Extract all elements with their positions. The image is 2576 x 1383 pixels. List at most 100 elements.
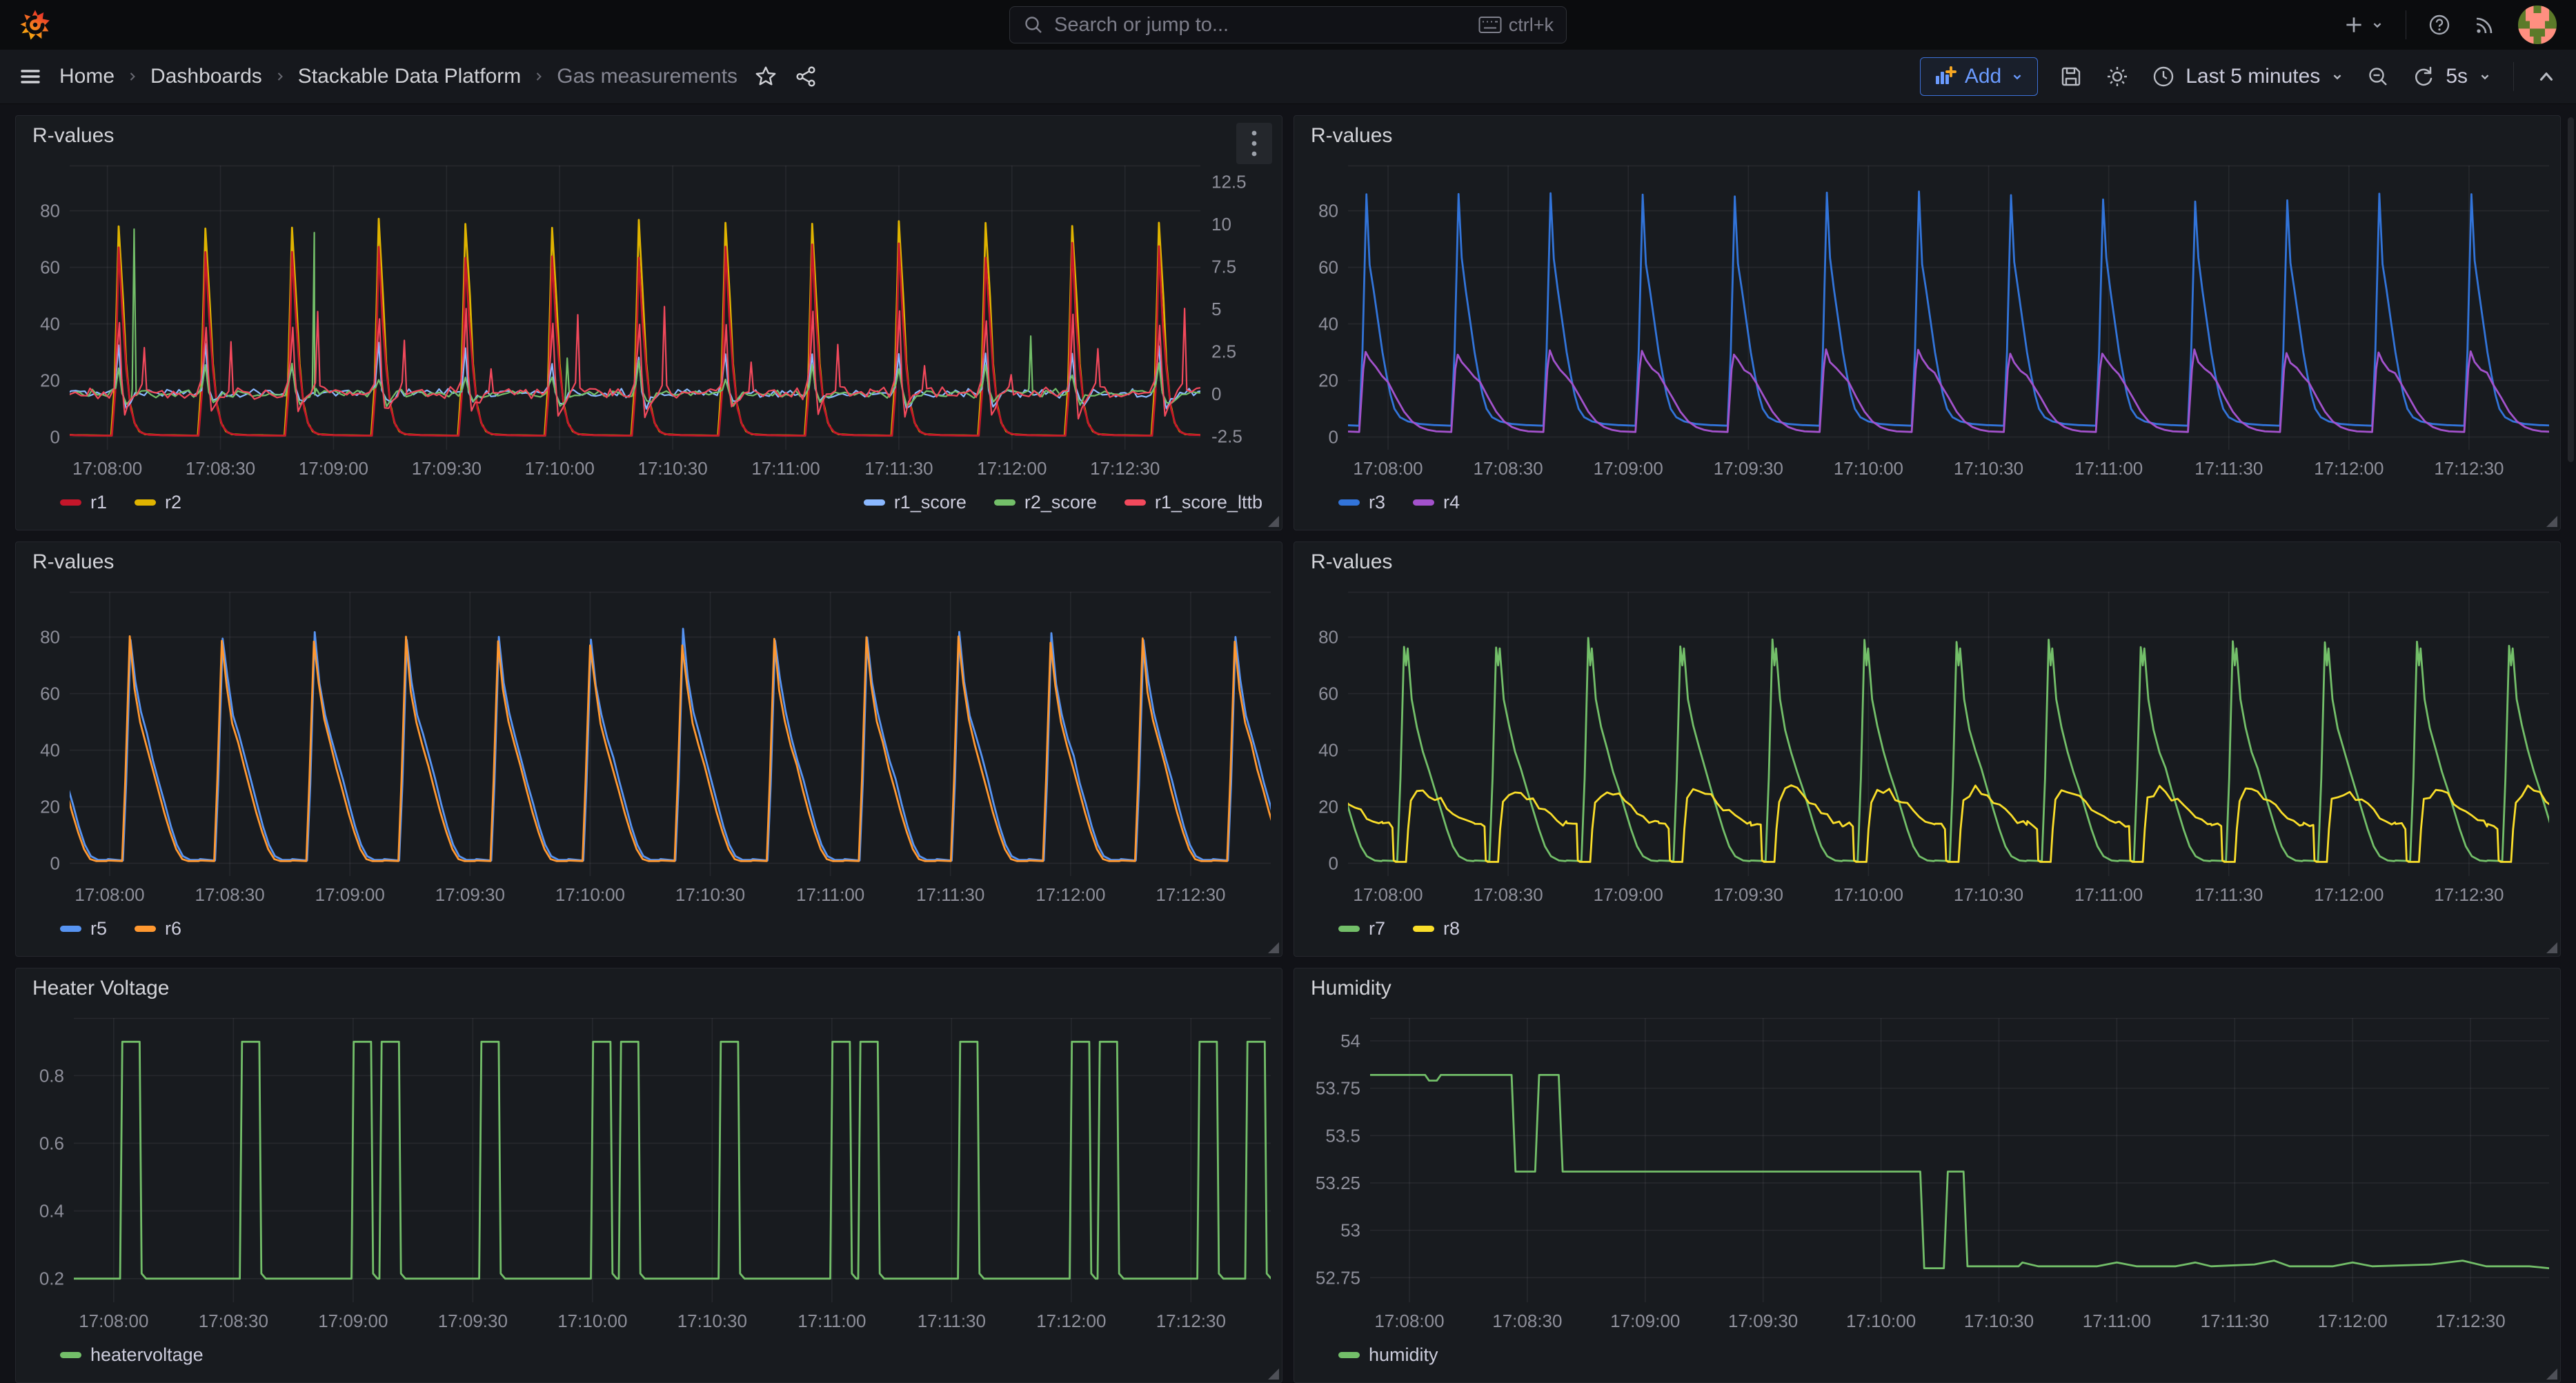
time-series-chart[interactable]: 0 20 40 60 80 17:08:00 17:08:30 17:09:00 17:09:3…: [16, 582, 1282, 909]
svg-text:0: 0: [1329, 853, 1338, 874]
svg-text:17:08:00: 17:08:00: [72, 458, 142, 479]
favorite-star-button[interactable]: [754, 65, 777, 88]
legend-item-r3[interactable]: r3: [1338, 492, 1385, 513]
svg-text:17:11:30: 17:11:30: [864, 458, 933, 479]
svg-text:2.5: 2.5: [1211, 341, 1236, 361]
chevron-down-icon: [2333, 74, 2341, 80]
grafana-logo[interactable]: [19, 8, 51, 41]
time-series-chart[interactable]: 0.2 0.4 0.6 0.8 17:08:00 17:08:30 17:09:00 17:0…: [16, 1008, 1282, 1335]
add-panel-button[interactable]: Add: [1919, 57, 2039, 96]
svg-text:0.4: 0.4: [39, 1201, 64, 1222]
chevron-down-icon: [2481, 74, 2489, 80]
svg-text:17:08:00: 17:08:00: [1374, 1311, 1444, 1331]
legend-item-r2[interactable]: r2: [135, 492, 181, 513]
legend-item-r1_score[interactable]: r1_score: [863, 492, 967, 513]
legend-swatch: [1338, 499, 1360, 506]
svg-text:0.8: 0.8: [39, 1065, 64, 1086]
panel-header[interactable]: R-values: [1294, 116, 2560, 156]
svg-text:17:10:30: 17:10:30: [1954, 884, 2023, 905]
svg-text:17:08:00: 17:08:00: [1353, 884, 1423, 905]
panel-header[interactable]: Humidity: [1294, 968, 2560, 1008]
svg-text:17:10:30: 17:10:30: [1954, 458, 2023, 479]
panel-title: Humidity: [1311, 977, 1391, 999]
panel-header[interactable]: Heater Voltage: [16, 968, 1282, 1008]
legend-item-r8[interactable]: r8: [1413, 918, 1460, 939]
mega-menu-toggle[interactable]: [18, 64, 43, 89]
svg-text:17:12:00: 17:12:00: [2314, 884, 2384, 905]
dashboard-settings-button[interactable]: [2104, 63, 2130, 90]
user-avatar[interactable]: [2518, 6, 2557, 44]
svg-text:17:11:00: 17:11:00: [796, 884, 864, 905]
svg-text:17:10:00: 17:10:00: [1846, 1311, 1916, 1331]
svg-text:0.2: 0.2: [39, 1268, 64, 1289]
legend-item-r5[interactable]: r5: [60, 918, 107, 939]
zoom-out-button[interactable]: [2366, 64, 2390, 89]
svg-text:80: 80: [1318, 201, 1338, 221]
collapse-toolbar-button[interactable]: [2535, 65, 2558, 88]
legend-item-humidity[interactable]: humidity: [1338, 1344, 1438, 1366]
save-dashboard-button[interactable]: [2059, 64, 2083, 89]
breadcrumb-folder[interactable]: Stackable Data Platform: [297, 65, 522, 88]
svg-text:53.5: 53.5: [1325, 1125, 1360, 1146]
svg-text:17:12:30: 17:12:30: [1156, 884, 1225, 905]
top-navigation-bar: Search or jump to... ctrl+k: [0, 0, 2576, 50]
panel-header[interactable]: R-values: [16, 542, 1282, 582]
legend-item-r7[interactable]: r7: [1338, 918, 1385, 939]
gear-icon: [2108, 67, 2128, 86]
keyboard-icon: [1478, 17, 1502, 33]
legend-label: r5: [90, 917, 108, 939]
svg-text:17:12:30: 17:12:30: [2435, 1311, 2505, 1331]
legend-label: r3: [1369, 491, 1386, 513]
time-series-chart[interactable]: 0 20 40 60 80 12.5 10 7.5 5 2.5 0 -2.5 17:08:00 17:08…: [16, 156, 1282, 483]
kebab-icon: [1251, 130, 1257, 157]
svg-text:17:10:00: 17:10:00: [555, 884, 625, 905]
refresh-picker[interactable]: 5s: [2411, 64, 2493, 89]
svg-text:20: 20: [1318, 370, 1338, 391]
panel-title: R-values: [1311, 550, 1393, 573]
page-scrollbar[interactable]: [2568, 117, 2574, 462]
panel-header[interactable]: R-values: [16, 116, 1282, 156]
time-series-chart[interactable]: 0 20 40 60 80 17:08:00 17:08:30 17:09:00 17:09:3…: [1294, 582, 2560, 909]
svg-text:17:12:30: 17:12:30: [1090, 458, 1160, 479]
legend-swatch: [1338, 925, 1360, 932]
svg-text:17:11:30: 17:11:30: [916, 884, 984, 905]
share-button[interactable]: [794, 65, 818, 88]
search-input[interactable]: Search or jump to... ctrl+k: [1009, 6, 1567, 43]
svg-text:0: 0: [1329, 427, 1338, 448]
panel-header[interactable]: R-values: [1294, 542, 2560, 582]
svg-text:17:08:30: 17:08:30: [195, 884, 265, 905]
panel-resize-handle[interactable]: [2546, 516, 2557, 527]
svg-text:17:09:30: 17:09:30: [1714, 458, 1783, 479]
breadcrumb-home[interactable]: Home: [59, 65, 115, 88]
breadcrumb: Home Dashboards Stackable Data Platform …: [59, 65, 737, 88]
panel-resize-handle[interactable]: [2546, 942, 2557, 953]
panel-resize-handle[interactable]: [1268, 1369, 1279, 1380]
news-button[interactable]: [2473, 12, 2497, 37]
svg-text:52.75: 52.75: [1316, 1267, 1360, 1288]
time-series-chart[interactable]: 0 20 40 60 80 17:08:00 17:08:30 17:09:00 17:09:3…: [1294, 156, 2560, 483]
legend-item-r1[interactable]: r1: [60, 492, 107, 513]
chevron-down-icon: [2013, 74, 2021, 80]
legend-item-r1_score_lttb[interactable]: r1_score_lttb: [1124, 492, 1262, 513]
legend-item-r2_score[interactable]: r2_score: [993, 492, 1097, 513]
save-icon: [2062, 67, 2081, 86]
help-button[interactable]: [2427, 12, 2452, 37]
panel-resize-handle[interactable]: [1268, 942, 1279, 953]
legend-item-r4[interactable]: r4: [1413, 492, 1460, 513]
new-menu-button[interactable]: [2342, 13, 2385, 37]
panel-resize-handle[interactable]: [2546, 1369, 2557, 1380]
time-series-chart[interactable]: 52.75 53 53.25 53.5 53.75 54 17:08:00 17:08:30 1…: [1294, 1008, 2560, 1335]
svg-text:17:09:30: 17:09:30: [1714, 884, 1783, 905]
breadcrumb-dashboards[interactable]: Dashboards: [150, 65, 262, 88]
legend-swatch: [60, 1351, 81, 1358]
svg-text:60: 60: [1318, 684, 1338, 704]
legend-item-heatervoltage[interactable]: heatervoltage: [60, 1344, 204, 1366]
svg-text:17:10:30: 17:10:30: [1964, 1311, 2034, 1331]
svg-text:17:11:30: 17:11:30: [2194, 458, 2263, 479]
caret-up-icon: [2539, 72, 2553, 81]
panel-menu-kebab-button[interactable]: [1236, 123, 1272, 164]
panel-resize-handle[interactable]: [1268, 516, 1279, 527]
svg-text:17:11:00: 17:11:00: [2074, 884, 2143, 905]
time-range-picker[interactable]: Last 5 minutes: [2151, 64, 2345, 89]
legend-item-r6[interactable]: r6: [135, 918, 181, 939]
